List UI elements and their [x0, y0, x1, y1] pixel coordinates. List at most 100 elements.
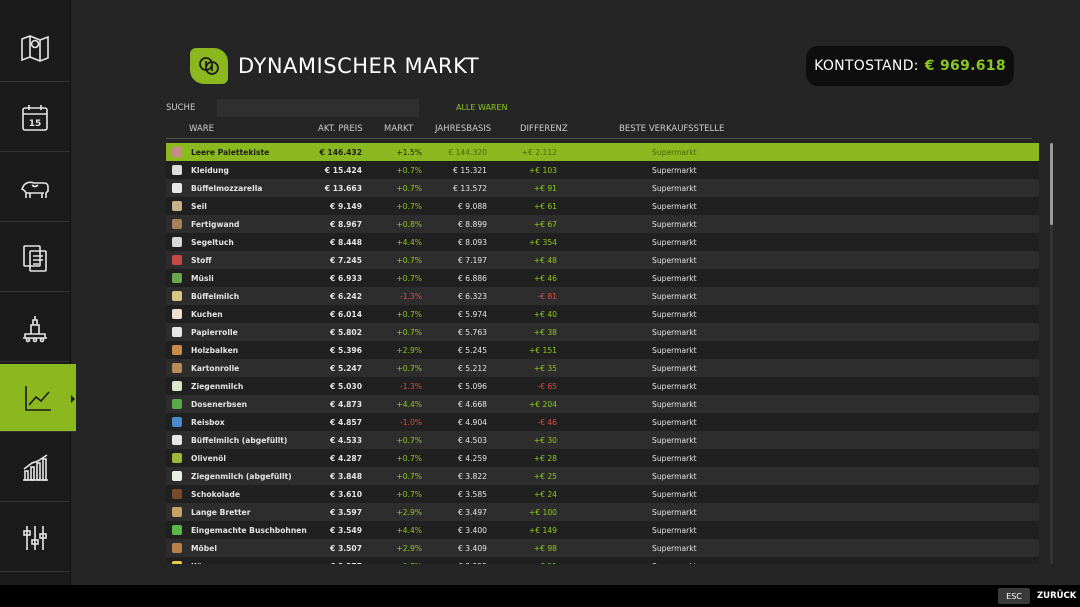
active-indicator — [71, 395, 75, 403]
table-row[interactable]: Kartonrolle € 5.247 +0.7% € 5.212 +€ 35 Super… — [166, 359, 1039, 377]
table-row[interactable]: Dosenerbsen € 4.873 +4.4% € 4.668 +€ 204 Supe… — [166, 395, 1039, 413]
table-row[interactable]: Büffelmozzarella € 13.663 +0.7% € 13.572 +€ … — [166, 179, 1039, 197]
goods-name: Kä... — [191, 562, 211, 565]
goods-icon — [172, 561, 182, 564]
nav-settings[interactable] — [0, 504, 70, 572]
annual-base: € 5.763 — [458, 327, 487, 337]
goods-name: Kuchen — [191, 309, 223, 319]
table-row[interactable]: Müsli € 6.933 +0.7% € 6.886 +€ 46 Supermarkt — [166, 269, 1039, 287]
scrollbar-thumb[interactable] — [1050, 143, 1053, 225]
table-row[interactable]: Stoff € 7.245 +0.7% € 7.197 +€ 48 Supermarkt — [166, 251, 1039, 269]
annual-base: € 5.096 — [458, 381, 487, 391]
current-price: € 8.967 — [330, 219, 362, 229]
current-price: € 3.597 — [330, 507, 362, 517]
table-row[interactable]: Schokolade € 3.610 +0.7% € 3.585 +€ 24 Superm… — [166, 485, 1039, 503]
annual-base: € 3.400 — [458, 525, 487, 535]
column-header-base[interactable]: JAHRESBASIS — [435, 124, 492, 134]
price-difference: +€ 38 — [533, 327, 557, 337]
current-price: € 6.933 — [330, 273, 362, 283]
market-change: +0.7% — [396, 363, 422, 373]
table-row[interactable]: Möbel € 3.507 +2.9% € 3.409 +€ 98 Supermarkt — [166, 539, 1039, 557]
annual-base: € 7.197 — [458, 255, 487, 265]
nav-animals[interactable] — [0, 154, 70, 222]
best-sell-point: Supermarkt — [652, 291, 697, 301]
market-change: +4.4% — [396, 525, 422, 535]
table-row[interactable]: Leere Palettekiste € 146.432 +1.5% € 144.32… — [166, 143, 1039, 161]
nav-calendar[interactable]: 15 — [0, 84, 70, 152]
table-row[interactable]: Holzbalken € 5.396 +2.9% € 5.245 +€ 151 Super… — [166, 341, 1039, 359]
price-difference: +€ 61 — [533, 201, 557, 211]
current-price: € 3.507 — [330, 543, 362, 553]
market-change: +4.4% — [396, 237, 422, 247]
back-button[interactable]: ZURÜCK — [1037, 591, 1077, 601]
best-sell-point: Supermarkt — [652, 525, 697, 535]
best-sell-point: Supermarkt — [652, 381, 697, 391]
best-sell-point: Supermarkt — [652, 543, 697, 553]
table-row[interactable]: Papierrolle € 5.802 +0.7% € 5.763 +€ 38 Super… — [166, 323, 1039, 341]
table-row[interactable]: Kuchen € 6.014 +0.7% € 5.974 +€ 40 Supermarkt — [166, 305, 1039, 323]
column-header-diff[interactable]: DIFFERENZ — [520, 124, 568, 134]
nav-production[interactable] — [0, 294, 70, 362]
price-difference: +€ 2.112 — [521, 147, 557, 157]
goods-icon — [172, 435, 182, 445]
price-difference: +€ 28 — [533, 453, 557, 463]
table-row[interactable]: Olivenöl € 4.287 +0.7% € 4.259 +€ 28 Supermar… — [166, 449, 1039, 467]
table-row[interactable]: Ziegenmilch € 5.030 -1.3% € 5.096 -€ 65 Super… — [166, 377, 1039, 395]
nav-contracts[interactable] — [0, 224, 70, 292]
header-divider — [166, 138, 1032, 139]
best-sell-point: Supermarkt — [652, 435, 697, 445]
market-change: +0.7% — [396, 165, 422, 175]
best-sell-point: Supermarkt — [652, 183, 697, 193]
column-header-ware[interactable]: WARE — [189, 124, 215, 134]
current-price: € 3.848 — [330, 471, 362, 481]
goods-icon — [172, 255, 182, 265]
category-filter[interactable]: ALLE WAREN — [456, 103, 508, 112]
best-sell-point: Supermarkt — [652, 147, 697, 157]
goods-icon — [172, 453, 182, 463]
table-row[interactable]: Ziegenmilch (abgefüllt) € 3.848 +0.7% € 3.8… — [166, 467, 1039, 485]
annual-base: € 3.355 — [458, 562, 487, 565]
nav-map[interactable] — [0, 14, 70, 82]
nav-statistics[interactable] — [0, 434, 70, 502]
settings-icon — [23, 525, 47, 550]
table-row[interactable]: Büffelmilch € 6.242 -1.3% € 6.323 -€ 81 Super… — [166, 287, 1039, 305]
annual-base: € 5.212 — [458, 363, 487, 373]
market-change: +2.9% — [396, 543, 422, 553]
scroll-track[interactable] — [1050, 143, 1053, 564]
column-header-price[interactable]: AKT. PREIS — [318, 124, 363, 134]
nav-market[interactable] — [0, 364, 76, 432]
annual-base: € 6.323 — [458, 291, 487, 301]
current-price: € 5.396 — [330, 345, 362, 355]
table-row[interactable]: Reisbox € 4.857 -1.0% € 4.904 -€ 46 Supermark… — [166, 413, 1039, 431]
table-row[interactable]: Kleidung € 15.424 +0.7% € 15.321 +€ 103 Super… — [166, 161, 1039, 179]
goods-name: Ziegenmilch — [191, 381, 244, 391]
price-difference: +€ 48 — [533, 255, 557, 265]
annual-base: € 3.409 — [458, 543, 487, 553]
table-row[interactable]: Segeltuch € 8.448 +4.4% € 8.093 +€ 354 Superm… — [166, 233, 1039, 251]
goods-name: Lange Bretter — [191, 507, 251, 517]
market-coins-icon — [190, 48, 228, 84]
goods-icon — [172, 381, 182, 391]
contracts-icon — [23, 244, 47, 272]
table-row[interactable]: Lange Bretter € 3.597 +2.9% € 3.497 +€ 100 Su… — [166, 503, 1039, 521]
goods-name: Büffelmozzarella — [191, 183, 263, 193]
goods-icon — [172, 219, 182, 229]
annual-base: € 3.585 — [458, 489, 487, 499]
table-row[interactable]: Fertigwand € 8.967 +0.8% € 8.899 +€ 67 Superm… — [166, 215, 1039, 233]
table-row[interactable]: Eingemachte Buschbohnen € 3.549 +4.4% € 3.4… — [166, 521, 1039, 539]
goods-icon — [172, 237, 182, 247]
column-header-market[interactable]: MARKT — [384, 124, 414, 134]
esc-key[interactable]: ESC — [998, 588, 1030, 604]
market-chart-icon — [25, 385, 51, 411]
table-row[interactable]: Seil € 9.149 +0.7% € 9.088 +€ 61 Supermarkt — [166, 197, 1039, 215]
goods-name: Büffelmilch (abgefüllt) — [191, 435, 288, 445]
search-input[interactable] — [217, 99, 419, 117]
column-header-store[interactable]: BESTE VERKAUFSSTELLE — [619, 124, 725, 134]
table-row[interactable]: Kä... € 3.377 +0.7% € 3.355 +€ 21 Supermarkt — [166, 557, 1039, 564]
goods-icon — [172, 543, 182, 553]
goods-icon — [172, 507, 182, 517]
table-row[interactable]: Büffelmilch (abgefüllt) € 4.533 +0.7% € 4.5… — [166, 431, 1039, 449]
annual-base: € 3.497 — [458, 507, 487, 517]
best-sell-point: Supermarkt — [652, 453, 697, 463]
best-sell-point: Supermarkt — [652, 345, 697, 355]
